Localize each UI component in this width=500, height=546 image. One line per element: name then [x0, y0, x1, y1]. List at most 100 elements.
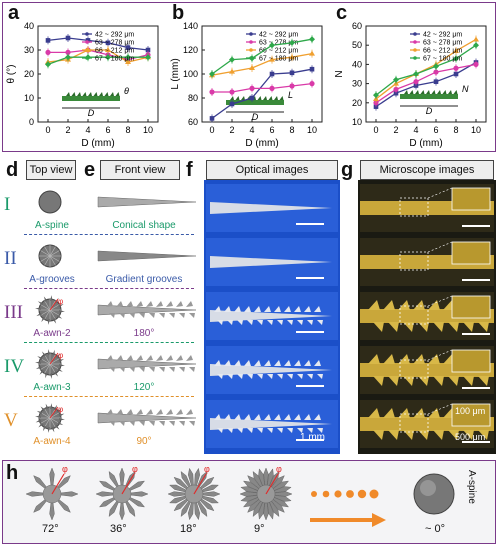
optical-barb [264, 414, 273, 433]
legend-marker [249, 48, 253, 52]
inset-var-label: L [288, 90, 293, 100]
row-roman-1: I [4, 194, 11, 215]
series-line-4 [211, 38, 313, 75]
inset-barb [263, 96, 267, 100]
optical-spine [210, 418, 332, 430]
row-divider [24, 342, 194, 343]
data-point [269, 42, 275, 49]
optical-barb [284, 360, 293, 379]
optical-spine [210, 310, 332, 322]
data-point [453, 71, 459, 77]
optical-barb [224, 360, 233, 379]
barb [51, 426, 55, 433]
phi-ray [51, 473, 65, 495]
micro-scalebar-label-1: 100 μm [455, 406, 486, 416]
groove [44, 363, 51, 374]
micro-barb [383, 300, 399, 332]
legend-marker [249, 32, 253, 36]
front-barb [106, 301, 115, 318]
micro-barb [383, 354, 399, 386]
x-axis-label: D (mm) [409, 138, 442, 149]
legend-marker [413, 32, 417, 36]
barb [52, 317, 57, 324]
panel-label-e: e [84, 159, 96, 181]
barb [59, 418, 65, 421]
h-spine-sphere [413, 473, 455, 515]
barb [37, 301, 43, 306]
front-barb [116, 355, 125, 372]
data-point [393, 76, 399, 83]
inset-barb [93, 92, 98, 96]
data-point [65, 35, 71, 41]
y-tick-label: 50 [352, 40, 362, 50]
legend-entry: 42 ~ 292 μm [259, 32, 298, 39]
h-angle-4: 9° [254, 523, 265, 535]
data-point [45, 38, 51, 43]
optical-spine [210, 202, 332, 214]
x-tick-label: 6 [269, 125, 274, 135]
transition-dot [334, 490, 342, 498]
optical-barb [214, 414, 223, 433]
front-barb [146, 301, 155, 318]
barb [47, 349, 51, 356]
y-tick-label: 40 [352, 59, 362, 69]
inset-barb [115, 92, 120, 96]
micro-inset [451, 187, 491, 211]
row-top-label-4: A-awn-3 [33, 382, 71, 393]
barb [45, 372, 48, 379]
phi-label: φ [58, 351, 63, 360]
legend-marker [85, 32, 89, 36]
x-tick-label: 0 [373, 125, 378, 135]
groove [49, 255, 56, 266]
data-point [453, 65, 459, 71]
front-barb [136, 355, 145, 372]
front-barb [166, 301, 175, 318]
data-point [433, 79, 439, 84]
optical-header: Optical images [235, 164, 309, 176]
series-line-1 [375, 61, 477, 108]
phi-label: φ [204, 464, 210, 474]
top-view-disc-4: φ [35, 349, 65, 379]
x-tick-label: 2 [393, 125, 398, 135]
front-barb [186, 409, 195, 426]
top-view-disc-5: φ [35, 403, 65, 433]
inset-var-label: N [462, 84, 469, 94]
front-view-header-box: Front view [100, 160, 180, 180]
optical-barb [304, 414, 313, 433]
x-axis-label: D (mm) [245, 138, 278, 149]
optical-scalebar-label: 1 mm [300, 432, 325, 443]
groove [49, 250, 60, 257]
groove [44, 408, 51, 419]
sphere [413, 473, 455, 515]
groove [40, 304, 51, 311]
groove [49, 309, 56, 320]
inset-barb [404, 90, 408, 94]
inset-barb [437, 90, 441, 94]
barb [57, 314, 63, 319]
data-point [473, 61, 479, 67]
legend-entry: 63 ~ 278 μm [95, 40, 134, 47]
inset-barb [104, 92, 109, 96]
barb [58, 358, 65, 363]
inset-barb [71, 92, 76, 96]
barb [54, 371, 59, 377]
inset-barb [257, 96, 262, 100]
micro-zoom-line [427, 295, 453, 307]
inset-barb [279, 96, 284, 100]
row-divider [24, 234, 194, 235]
series-line-4 [375, 44, 477, 96]
barb [36, 410, 42, 415]
optical-spine [210, 364, 332, 376]
h-angle-1: 72° [42, 523, 59, 535]
phi-label: φ [58, 405, 63, 414]
top-view-header-box: Top view [26, 160, 76, 180]
transition-dot [369, 489, 379, 499]
barb [49, 372, 53, 379]
x-tick-label: 2 [229, 125, 234, 135]
barb [42, 426, 47, 432]
inset-barb [268, 96, 273, 100]
legend-marker [249, 40, 253, 44]
groove [49, 417, 60, 424]
